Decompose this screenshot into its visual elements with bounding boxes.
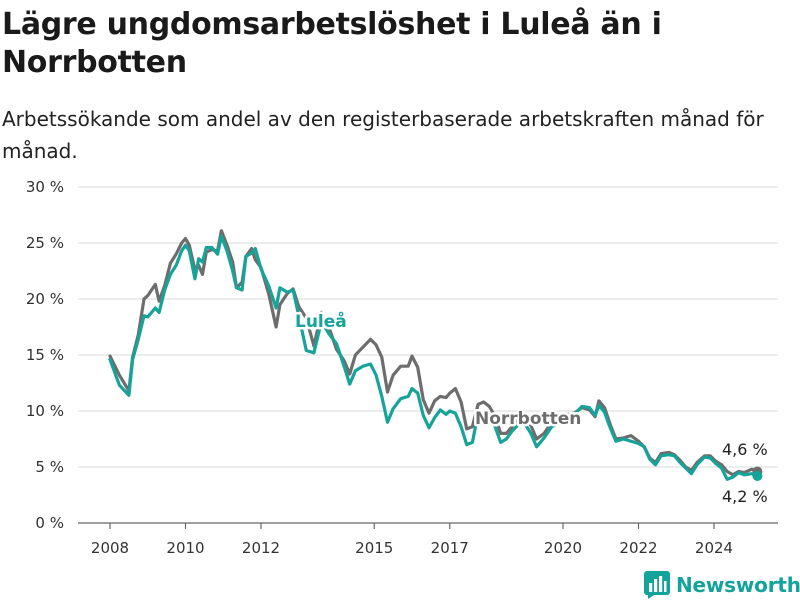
- newsworthy-wordmark: Newsworthy: [676, 573, 800, 597]
- x-tick-label: 2015: [355, 539, 393, 557]
- chart-title: Lägre ungdomsarbetslöshet i Luleå än i N…: [2, 7, 662, 80]
- series-end-point: [752, 470, 763, 481]
- series-label-norrbotten: Norrbotten: [475, 409, 581, 429]
- end-label-lulea: 4,2 %: [722, 487, 768, 506]
- gridlines: [78, 186, 778, 524]
- y-tick-label: 25 %: [26, 234, 64, 252]
- x-tick-label: 2022: [619, 539, 657, 557]
- x-tick-label: 2017: [431, 539, 469, 557]
- y-tick-label: 5 %: [35, 458, 64, 476]
- series-label-norrbotten-halo: Norrbotten: [475, 409, 581, 429]
- y-tick-label: 10 %: [26, 402, 64, 420]
- x-tick-label: 2020: [544, 539, 582, 557]
- series-lines: [108, 229, 763, 481]
- x-tick-label: 2010: [166, 539, 204, 557]
- x-axis-ticks: 2008 2010 2012 2015 2017 2020 2022 2024: [91, 523, 733, 557]
- y-tick-label: 20 %: [26, 290, 64, 308]
- series-line-lulea: [108, 234, 759, 481]
- series-label-lulea-halo: Luleå: [295, 310, 347, 332]
- end-label-norrbotten: 4,6 %: [722, 440, 768, 459]
- y-axis-ticks: 0 % 5 % 10 % 15 % 20 % 25 % 30 %: [26, 178, 64, 532]
- y-tick-label: 30 %: [26, 178, 64, 196]
- chart-subtitle: Arbetssökande som andel av den registerb…: [2, 107, 764, 163]
- newsworthy-logo: Newsworthy: [644, 569, 800, 601]
- x-tick-label: 2024: [695, 539, 733, 557]
- series-label-lulea: Luleå: [295, 310, 347, 332]
- y-tick-label: 0 %: [35, 514, 64, 532]
- y-tick-label: 15 %: [26, 346, 64, 364]
- x-tick-label: 2008: [91, 539, 129, 557]
- newsworthy-bar-chart-icon: [644, 571, 670, 599]
- x-tick-label: 2012: [242, 539, 280, 557]
- series-line-norrbotten: [108, 229, 759, 477]
